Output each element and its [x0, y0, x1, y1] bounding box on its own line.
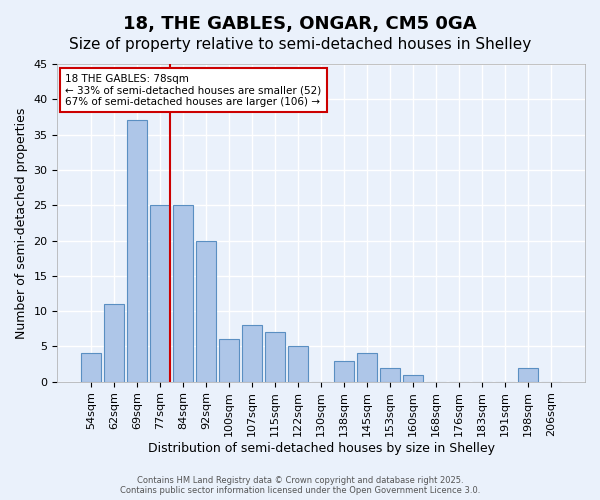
Bar — [151, 205, 170, 382]
Bar — [403, 374, 423, 382]
Text: Contains HM Land Registry data © Crown copyright and database right 2025.
Contai: Contains HM Land Registry data © Crown c… — [120, 476, 480, 495]
Bar — [518, 368, 538, 382]
Bar — [220, 340, 239, 382]
Bar — [289, 346, 308, 382]
Bar — [196, 240, 216, 382]
Bar — [242, 325, 262, 382]
Bar — [380, 368, 400, 382]
Y-axis label: Number of semi-detached properties: Number of semi-detached properties — [15, 107, 28, 338]
Bar — [173, 205, 193, 382]
Bar — [358, 354, 377, 382]
Bar — [82, 354, 101, 382]
Text: 18, THE GABLES, ONGAR, CM5 0GA: 18, THE GABLES, ONGAR, CM5 0GA — [123, 15, 477, 33]
Bar — [265, 332, 285, 382]
Text: 18 THE GABLES: 78sqm
← 33% of semi-detached houses are smaller (52)
67% of semi-: 18 THE GABLES: 78sqm ← 33% of semi-detac… — [65, 74, 322, 106]
Bar — [334, 360, 354, 382]
Bar — [104, 304, 124, 382]
X-axis label: Distribution of semi-detached houses by size in Shelley: Distribution of semi-detached houses by … — [148, 442, 495, 455]
Bar — [127, 120, 147, 382]
Text: Size of property relative to semi-detached houses in Shelley: Size of property relative to semi-detach… — [69, 38, 531, 52]
